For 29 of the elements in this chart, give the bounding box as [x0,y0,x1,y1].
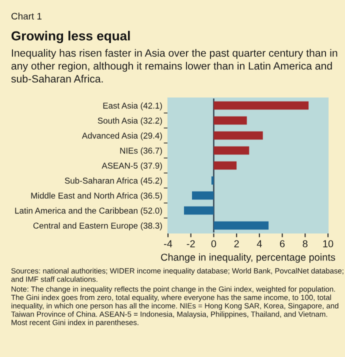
y-tick-label: ASEAN-5 (37.9) [102,162,162,170]
y-tick-label: Latin America and the Caribbean (52.0) [15,207,162,216]
bar [214,101,309,110]
x-tick-label: 8 [302,240,308,248]
bar [192,191,214,200]
y-tick-label: Middle East and North Africa (36.5) [31,192,162,200]
x-tick-label: 4 [256,240,262,248]
bar [214,161,237,170]
x-tick-label: 6 [280,240,285,248]
bar [214,116,247,125]
x-tick-label: -4 [164,240,172,248]
x-tick-label: 10 [323,240,334,248]
y-tick-label: NIEs (36.7) [120,147,162,156]
bar [214,221,269,230]
x-tick-label: 0 [211,240,216,248]
chart-title: Growing less equal [12,30,130,44]
bar [214,131,263,140]
y-tick-label: Central and Eastern Europe (38.3) [33,222,162,230]
y-tick-label: East Asia (42.1) [103,102,162,110]
x-tick-label: 2 [234,240,239,248]
chart-subtitle: Inequality has risen faster in Asia over the past quarter century than in any other region, although it remains lower than in Latin America and sub-Saharan Africa. [11,49,338,83]
bar [214,146,250,155]
y-tick-label: Sub-Saharan Africa (45.2) [64,177,162,186]
y-tick-label: Advanced Asia (29.4) [82,132,162,140]
x-tick-label: -2 [186,240,195,248]
bar [184,206,214,215]
y-tick-label: South Asia (32.2) [98,117,162,126]
x-axis-title: Change in inequality, percentage points [161,253,336,263]
caption: Chart 1 [11,12,42,20]
